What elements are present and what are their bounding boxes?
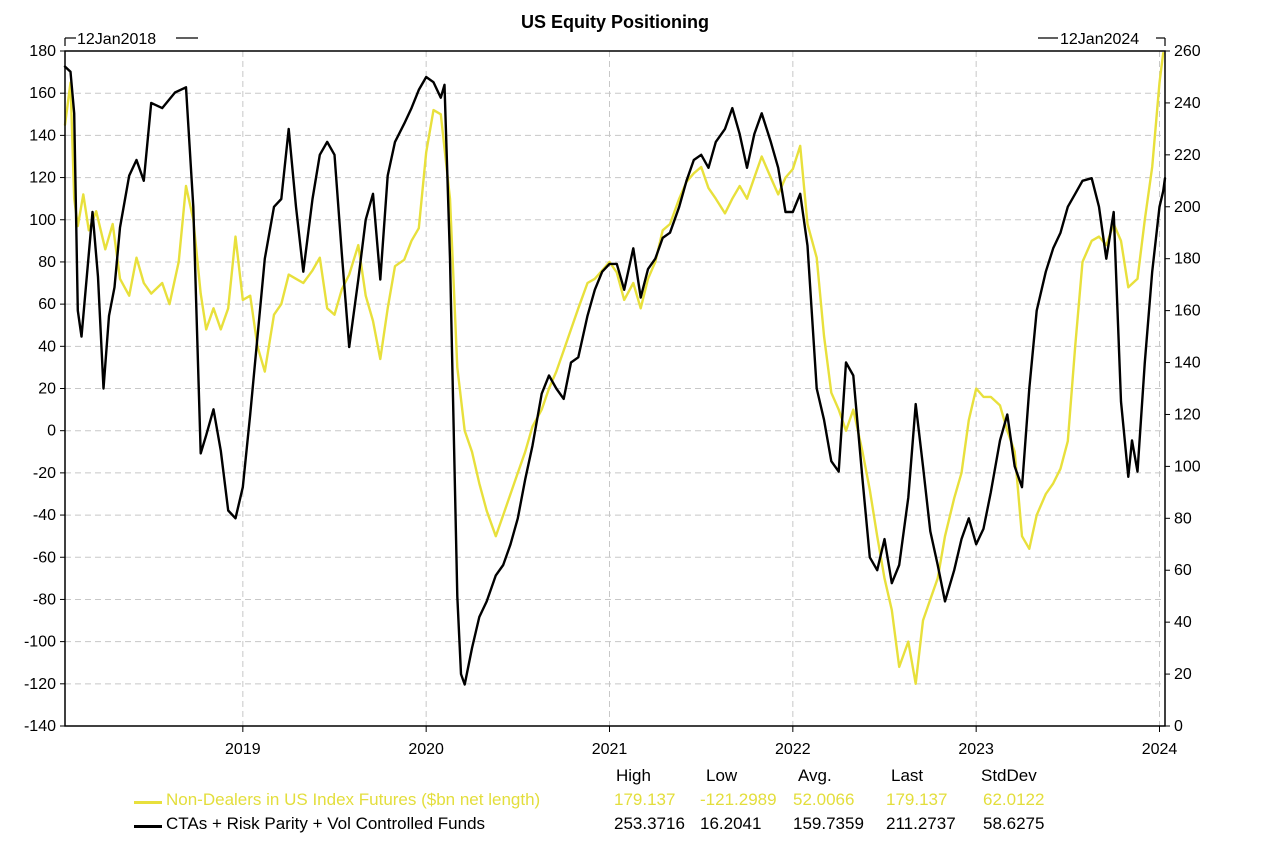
y-right-tick-label: 120: [1174, 406, 1201, 423]
x-tick-label: 2021: [592, 741, 628, 758]
y-left-tick-label: 160: [29, 85, 56, 102]
stat-last-non-dealers: 179.137: [886, 790, 948, 809]
y-left-tick-label: -100: [24, 634, 56, 651]
legend-row-ctas: CTAs + Risk Parity + Vol Controlled Fund…: [0, 814, 1280, 838]
chart-title: US Equity Positioning: [521, 12, 709, 32]
x-tick-label: 2019: [225, 741, 261, 758]
axis-layer: 180160140120100806040200-20-40-60-80-100…: [24, 43, 1201, 758]
stat-last-ctas: 211.2737: [886, 814, 956, 833]
y-right-tick-label: 100: [1174, 458, 1201, 475]
y-right-tick-label: 260: [1174, 43, 1201, 60]
y-right-tick-label: 140: [1174, 355, 1201, 372]
stat-low-non-dealers: -121.2989: [700, 790, 777, 809]
y-right-tick-label: 180: [1174, 251, 1201, 268]
y-left-tick-label: 100: [29, 212, 56, 229]
y-left-tick-label: 20: [38, 381, 56, 398]
stats-header-high: High: [616, 766, 651, 785]
series-line-ctas: [63, 65, 1167, 686]
y-right-tick-label: 0: [1174, 718, 1183, 735]
stats-header-last: Last: [891, 766, 924, 785]
y-left-tick-label: 40: [38, 338, 56, 355]
stats-header-avg: Avg.: [798, 766, 832, 785]
y-left-tick-label: -60: [33, 549, 56, 566]
chart-canvas: 180160140120100806040200-20-40-60-80-100…: [24, 12, 1201, 758]
y-left-tick-label: 180: [29, 43, 56, 60]
y-right-tick-label: 220: [1174, 147, 1201, 164]
y-left-tick-label: 0: [47, 423, 56, 440]
y-right-tick-label: 80: [1174, 510, 1192, 527]
stat-high-non-dealers: 179.137: [614, 790, 676, 809]
x-tick-label: 2020: [408, 741, 444, 758]
x-tick-label: 2023: [958, 741, 994, 758]
y-right-tick-label: 160: [1174, 303, 1201, 320]
y-right-tick-label: 20: [1174, 666, 1192, 683]
y-right-tick-label: 60: [1174, 562, 1192, 579]
end-date-label: 12Jan2024: [1060, 31, 1139, 48]
series-line-non-dealers: [63, 51, 1165, 685]
legend-label-ctas: CTAs + Risk Parity + Vol Controlled Fund…: [166, 814, 486, 833]
start-date-label: 12Jan2018: [77, 31, 156, 48]
legend-swatch-ctas: [134, 825, 162, 828]
stat-avg-non-dealers: 52.0066: [793, 790, 855, 809]
y-right-tick-label: 40: [1174, 614, 1192, 631]
y-left-tick-label: -140: [24, 718, 56, 735]
x-tick-label: 2022: [775, 741, 811, 758]
legend-label-non-dealers: Non-Dealers in US Index Futures ($bn net…: [166, 790, 541, 809]
stat-low-ctas: 16.2041: [700, 814, 762, 833]
y-left-tick-label: 120: [29, 170, 56, 187]
legend-swatch-non-dealers: [134, 801, 162, 804]
y-left-tick-label: -40: [33, 507, 56, 524]
legend-row-non-dealers: Non-Dealers in US Index Futures ($bn net…: [0, 790, 1280, 814]
end-date-marker: 12Jan2024: [1038, 31, 1166, 48]
stat-avg-ctas: 159.7359: [793, 814, 864, 833]
y-left-tick-label: 80: [38, 254, 56, 271]
y-right-tick-label: 200: [1174, 199, 1201, 216]
series-layer: [63, 51, 1167, 686]
x-tick-label: 2024: [1142, 741, 1178, 758]
stat-stddev-ctas: 58.6275: [983, 814, 1045, 833]
stats-table: High Low Avg. Last StdDev Non-Dealers in…: [0, 766, 1280, 846]
y-left-tick-label: -120: [24, 676, 56, 693]
y-right-tick-label: 240: [1174, 95, 1201, 112]
stats-header-stddev: StdDev: [981, 766, 1037, 785]
stats-header-low: Low: [706, 766, 738, 785]
y-left-tick-label: -80: [33, 591, 56, 608]
stats-header-row: High Low Avg. Last StdDev: [0, 766, 1280, 790]
start-date-marker: 12Jan2018: [64, 31, 198, 48]
stat-high-ctas: 253.3716: [614, 814, 685, 833]
y-left-tick-label: -20: [33, 465, 56, 482]
y-left-tick-label: 140: [29, 127, 56, 144]
y-left-tick-label: 60: [38, 296, 56, 313]
stat-stddev-non-dealers: 62.0122: [983, 790, 1045, 809]
